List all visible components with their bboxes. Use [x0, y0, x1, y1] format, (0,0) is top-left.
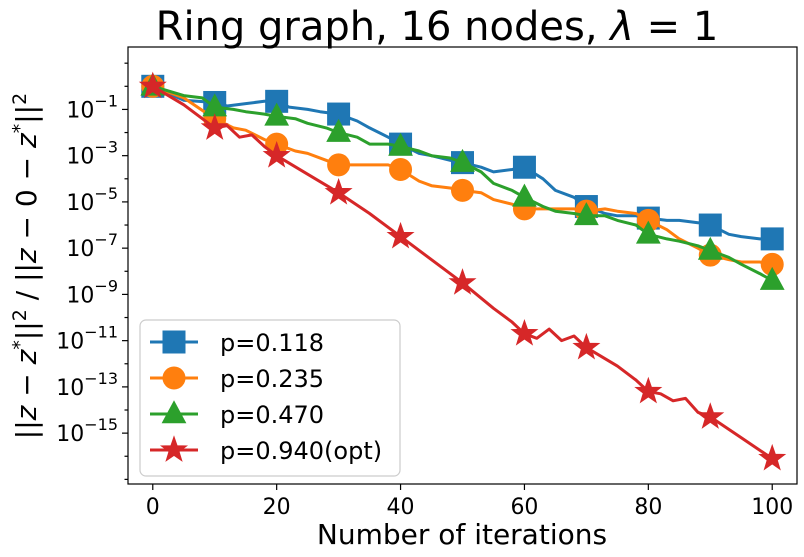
data-point-marker [510, 318, 539, 346]
legend-label: p=0.470 [220, 401, 324, 429]
x-axis-label: Number of iterations [317, 518, 607, 551]
data-point-marker [574, 202, 599, 226]
data-point-marker [512, 155, 536, 179]
data-point-marker [386, 221, 415, 249]
plot-frame [127, 46, 798, 485]
y-tick-label: 10−11 [56, 323, 118, 355]
data-point-marker [327, 153, 351, 177]
x-tick-label: 100 [751, 495, 793, 520]
x-tick-label: 60 [510, 495, 538, 520]
y-tick-label: 10−15 [56, 415, 118, 447]
data-point-marker [512, 183, 537, 207]
data-point-marker [262, 140, 291, 168]
legend-label: p=0.235 [220, 365, 324, 393]
legend-marker [161, 400, 187, 424]
data-point-marker [451, 178, 474, 202]
y-tick-label: 10−13 [56, 369, 118, 401]
y-tick-label: 10−5 [66, 184, 118, 216]
legend: p=0.118 p=0.235 p=0.470 p=0.940(opt) [139, 319, 401, 477]
legend-box [139, 319, 401, 477]
data-point-marker [264, 102, 290, 126]
series-line [152, 85, 774, 460]
y-axis: 10−1 10−3 10−5 10−7 10−9 10−11 10−13 10−15 [56, 62, 128, 480]
legend-entry: p=0.235 [150, 365, 324, 393]
y-tick-label: 10−7 [66, 230, 118, 262]
series-p=0.940(opt) [138, 71, 787, 471]
plot-area [138, 71, 787, 471]
data-point-marker [758, 443, 787, 471]
legend-marker [159, 435, 189, 462]
data-point-marker [389, 158, 413, 182]
data-point-marker [760, 227, 784, 251]
data-point-marker [324, 177, 353, 205]
data-point-marker [326, 118, 351, 142]
legend-marker [162, 330, 186, 354]
data-point-marker [696, 402, 725, 429]
legend-label: p=0.118 [220, 329, 324, 357]
data-point-marker [698, 213, 722, 237]
data-point-marker [759, 266, 785, 290]
data-point-marker [450, 148, 475, 172]
data-point-marker [635, 220, 661, 244]
y-tick-label: 10−3 [66, 138, 118, 170]
data-point-marker [697, 236, 723, 260]
x-tick-label: 20 [263, 495, 291, 520]
x-axis: 0 20 40 60 80 100 [146, 484, 793, 520]
data-point-marker [200, 113, 229, 140]
y-tick-label: 10−9 [66, 276, 118, 308]
chart-title: Ring graph, 16 nodes, λ = 1 [156, 4, 719, 50]
x-tick-label: 40 [387, 495, 415, 520]
data-point-marker [634, 376, 663, 404]
y-axis-label: ||z − z*​||2​ / ||z − 0 − z*​||2​ [9, 93, 43, 439]
x-tick-label: 80 [634, 495, 662, 520]
legend-entry: p=0.118 [150, 329, 324, 357]
legend-marker [162, 366, 186, 390]
legend-entry: p=0.470 [150, 400, 324, 429]
data-point-marker [138, 71, 167, 99]
y-tick-label: 10−1 [66, 91, 118, 123]
legend-entry: p=0.940(opt) [150, 435, 382, 465]
data-point-marker [448, 268, 477, 295]
x-tick-label: 0 [146, 495, 160, 520]
data-point-marker [388, 132, 413, 156]
legend-label: p=0.940(opt) [220, 437, 382, 465]
data-point-marker [572, 332, 601, 360]
series-p=0.470 [140, 72, 785, 290]
